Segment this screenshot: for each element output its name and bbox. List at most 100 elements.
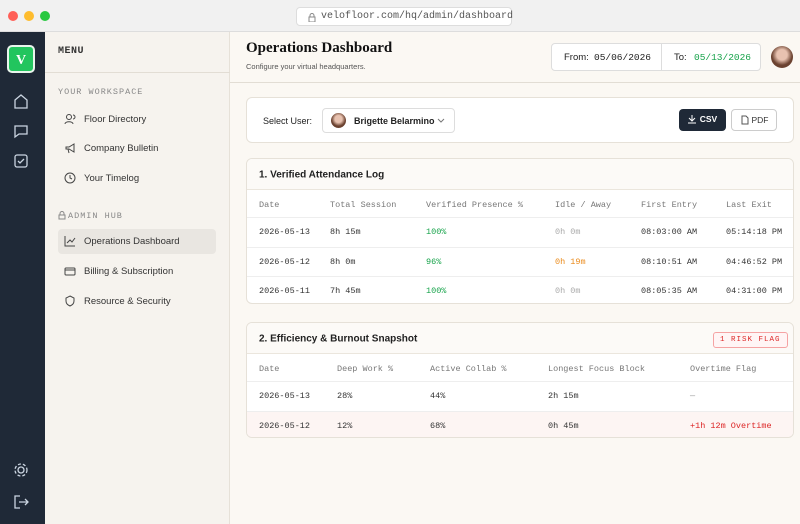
- table-cell: 68%: [430, 420, 446, 431]
- table-cell: 0h 0m: [555, 227, 581, 237]
- nav-label: Floor Directory: [84, 114, 147, 125]
- column-header: Idle / Away: [555, 200, 612, 210]
- lock-icon: [308, 13, 316, 22]
- nav-item-active[interactable]: Operations Dashboard: [58, 229, 216, 254]
- row-divider: [247, 217, 793, 218]
- row-divider: [247, 410, 793, 412]
- table-cell: 0h 0m: [555, 286, 581, 296]
- column-header: Deep Work %: [337, 364, 394, 374]
- divider: [661, 44, 662, 70]
- card-title: 2. Efficiency & Burnout Snapshot: [259, 333, 418, 345]
- nav-item[interactable]: Resource & Security: [58, 289, 216, 314]
- table-cell: 2026-05-11: [259, 286, 311, 296]
- card-header-bg: [247, 159, 793, 190]
- column-header: Total Session: [330, 200, 397, 210]
- column-header: Longest Focus Block: [548, 364, 645, 374]
- section-heading: ADMIN HUB: [58, 211, 123, 221]
- efficiency-card: 2. Efficiency & Burnout Snapshot 1 RISK F…: [246, 322, 794, 438]
- column-header: Last Exit: [726, 200, 772, 210]
- table-cell: 04:31:00 PM: [726, 286, 783, 296]
- minimize-dot[interactable]: [24, 11, 34, 21]
- card-title: 1. Verified Attendance Log: [259, 169, 385, 181]
- menu-title: MENU: [58, 46, 85, 57]
- table-cell: 44%: [430, 391, 446, 401]
- rail-bottom-icons[interactable]: [12, 462, 30, 512]
- user-avatar: [331, 113, 346, 128]
- table-cell: 2026-05-12: [259, 420, 311, 431]
- table-cell: —: [690, 391, 696, 401]
- table-cell: 96%: [426, 256, 442, 267]
- user-label: Select User:: [263, 116, 313, 126]
- row-divider: [247, 381, 793, 382]
- column-header: Verified Presence %: [426, 200, 523, 210]
- nav-item[interactable]: Floor Directory: [58, 107, 216, 132]
- table-cell: +1h 12m Overtime: [690, 420, 772, 431]
- table-cell: 7h 45m: [330, 286, 361, 296]
- page-subtitle: Configure your virtual headquarters.: [246, 62, 366, 71]
- table-cell: 0h 45m: [548, 420, 579, 431]
- to-label: To:: [674, 52, 687, 63]
- table-cell: 8h 0m: [330, 256, 356, 267]
- user-select[interactable]: Brigette Belarmino: [322, 108, 455, 133]
- table-cell: 100%: [426, 227, 447, 237]
- toolbar-card: Select User: Brigette Belarmino CSV PDF: [246, 97, 794, 143]
- nav-item[interactable]: Billing & Subscription: [58, 259, 216, 284]
- page-title: Operations Dashboard: [246, 40, 393, 56]
- csv-label: CSV: [699, 114, 718, 124]
- icon-rail: [0, 32, 45, 524]
- attendance-card: 1. Verified Attendance Log Date Total Sess…: [246, 158, 794, 304]
- card-header-bg: [247, 323, 793, 354]
- section-heading: YOUR WORKSPACE: [58, 87, 144, 97]
- nav-label: Resource & Security: [84, 296, 171, 307]
- from-label: From:: [564, 52, 589, 63]
- close-dot[interactable]: [8, 11, 18, 21]
- csv-button[interactable]: CSV: [679, 109, 726, 131]
- chevron: [437, 118, 445, 123]
- column-header: Active Collab %: [430, 364, 507, 374]
- pdf-label: PDF: [751, 115, 769, 125]
- column-header: First Entry: [641, 200, 698, 210]
- table-cell: 2h 15m: [548, 391, 579, 401]
- table-cell: 2026-05-13: [259, 391, 311, 401]
- table-cell: 28%: [337, 391, 353, 401]
- to-date[interactable]: 05/13/2026: [694, 52, 752, 63]
- date-range: From: 05/06/2026 To: 05/13/2026: [551, 43, 761, 71]
- table-cell: 100%: [426, 286, 447, 296]
- table-cell: 08:05:35 AM: [641, 286, 698, 296]
- table-cell: 08:03:00 AM: [641, 227, 698, 237]
- column-header: Overtime Flag: [690, 364, 757, 374]
- column-header: Date: [259, 364, 280, 374]
- nav-label: Operations Dashboard: [84, 236, 180, 247]
- rail-icons[interactable]: [12, 93, 30, 213]
- nav-item[interactable]: Company Bulletin: [58, 136, 216, 161]
- url-text: velofloor.com/hq/admin/dashboard: [321, 11, 514, 22]
- pdf-button[interactable]: PDF: [731, 109, 777, 131]
- row-highlight: [247, 411, 793, 437]
- user-name: Brigette Belarmino: [354, 116, 435, 126]
- row-divider: [247, 276, 793, 277]
- table-cell: 12%: [337, 420, 353, 431]
- table-cell: 08:10:51 AM: [641, 256, 698, 267]
- table-cell: 8h 15m: [330, 227, 361, 237]
- table-cell: 04:46:52 PM: [726, 256, 783, 267]
- nav-label: Your Timelog: [84, 173, 140, 184]
- nav-label: Billing & Subscription: [84, 266, 174, 277]
- nav-item[interactable]: Your Timelog: [58, 166, 216, 191]
- url-bar[interactable]: velofloor.com/hq/admin/dashboard: [296, 7, 514, 26]
- row-divider: [247, 246, 793, 248]
- table-cell: 0h 19m: [555, 256, 586, 267]
- divider: [230, 82, 800, 83]
- avatar[interactable]: [771, 46, 793, 68]
- maximize-dot[interactable]: [40, 11, 50, 21]
- table-cell: 2026-05-12: [259, 256, 311, 267]
- divider: [45, 72, 230, 73]
- from-date[interactable]: 05/06/2026: [594, 52, 652, 63]
- sidebar: [45, 32, 230, 524]
- table-cell: 05:14:18 PM: [726, 227, 783, 237]
- nav-label: Company Bulletin: [84, 143, 159, 154]
- logo[interactable]: V: [7, 45, 35, 73]
- table-cell: 2026-05-13: [259, 227, 311, 237]
- section-heading-text: ADMIN HUB: [68, 211, 123, 221]
- risk-badge: 1 RISK FLAG: [713, 332, 788, 348]
